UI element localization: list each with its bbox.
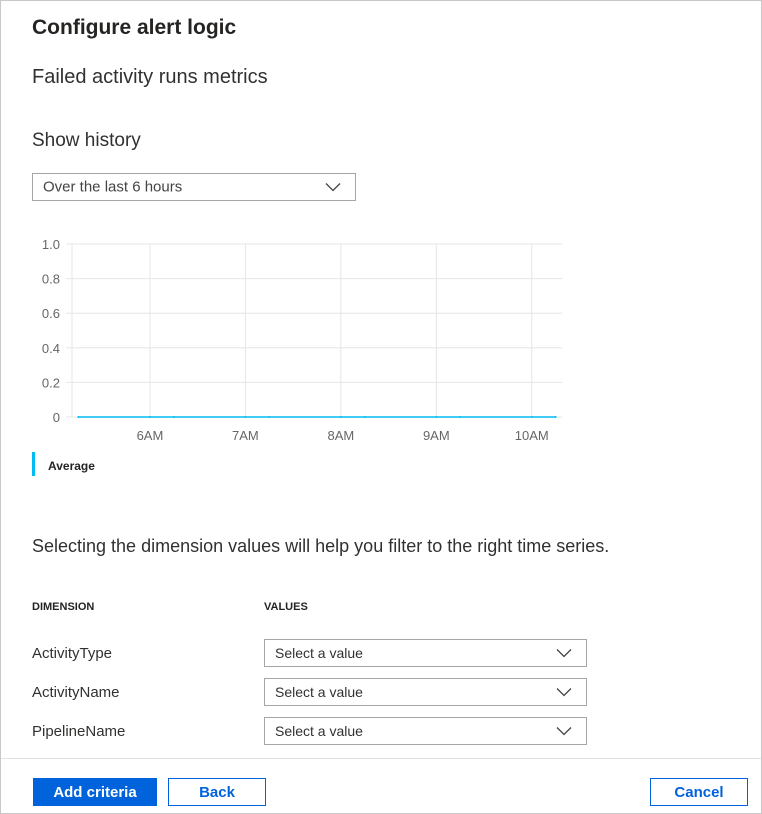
dropdown-value: Select a value: [275, 645, 363, 661]
data-point: [148, 416, 151, 418]
footer-divider: [1, 758, 761, 759]
back-button[interactable]: Back: [168, 778, 266, 806]
data-point: [459, 416, 462, 418]
activityname-dropdown[interactable]: Select a value: [264, 678, 587, 706]
y-tick-label: 0.8: [42, 272, 60, 287]
chevron-down-icon: [556, 727, 572, 736]
x-tick-label: 6AM: [137, 428, 164, 443]
data-point: [77, 416, 80, 418]
chevron-down-icon: [325, 183, 341, 192]
data-point: [363, 416, 366, 418]
y-tick-label: 0.6: [42, 306, 60, 321]
dimension-hint: Selecting the dimension values will help…: [32, 536, 610, 556]
add-criteria-button[interactable]: Add criteria: [33, 778, 157, 806]
dimension-name: ActivityType: [32, 645, 113, 662]
x-tick-label: 7AM: [232, 428, 259, 443]
legend-color-bar: [32, 452, 35, 476]
dropdown-value: Select a value: [275, 723, 363, 739]
values-column-header: VALUES: [264, 601, 308, 613]
dimension-name: PipelineName: [32, 723, 126, 740]
history-dropdown[interactable]: Over the last 6 hours: [32, 173, 356, 201]
y-tick-label: 0: [53, 410, 60, 425]
page-title: Configure alert logic: [32, 16, 237, 39]
y-tick-label: 1.0: [42, 237, 60, 252]
data-point: [268, 416, 271, 418]
x-tick-label: 9AM: [423, 428, 450, 443]
activitytype-dropdown[interactable]: Select a value: [264, 639, 587, 667]
dropdown-value: Select a value: [275, 684, 363, 700]
data-point: [339, 416, 342, 418]
chevron-down-icon: [556, 688, 572, 697]
data-point: [435, 416, 438, 418]
chevron-down-icon: [556, 649, 572, 658]
data-point: [554, 416, 557, 418]
dimension-name: ActivityName: [32, 684, 120, 701]
y-tick-label: 0.4: [42, 341, 60, 356]
cancel-button[interactable]: Cancel: [650, 778, 748, 806]
pipelinename-dropdown[interactable]: Select a value: [264, 717, 587, 745]
data-point: [244, 416, 247, 418]
x-tick-label: 8AM: [327, 428, 354, 443]
metric-chart: 0 0.2 0.4 0.6 0.8 1.0 6AM 7AM 8AM 9AM 10AM: [42, 237, 562, 443]
legend-label: Average: [48, 459, 95, 473]
data-point: [530, 416, 533, 418]
metric-title: Failed activity runs metrics: [32, 66, 268, 88]
dimension-column-header: DIMENSION: [32, 601, 95, 613]
x-tick-label: 10AM: [515, 428, 549, 443]
show-history-label: Show history: [32, 130, 141, 151]
y-tick-label: 0.2: [42, 375, 60, 390]
data-point: [172, 416, 175, 418]
history-selected: Over the last 6 hours: [43, 178, 183, 196]
